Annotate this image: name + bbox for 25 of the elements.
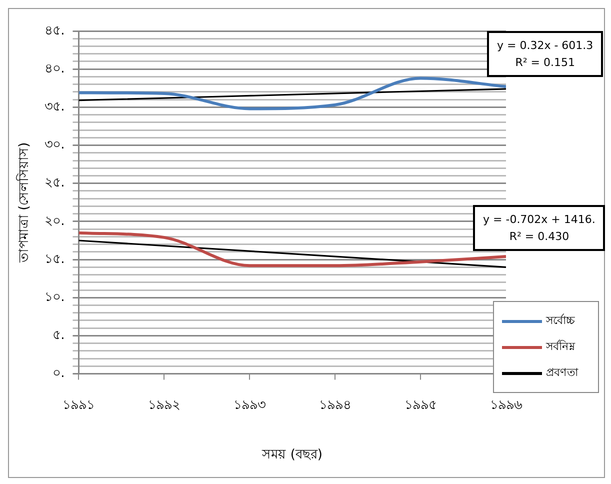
legend-label: সর্বোচ্চ	[546, 312, 575, 328]
y-tick-label: ৩০.	[44, 138, 65, 153]
x-axis-title: সময় (বছর)	[261, 448, 323, 463]
x-tick-label: ১৯৯৬	[490, 398, 523, 413]
y-axis-title: তাপমাত্রা (সেলসিয়াস)	[16, 142, 32, 264]
y-tick-label: ৫.	[52, 328, 65, 344]
y-tick-label: ৪৫.	[44, 23, 65, 38]
x-tick-label: ১৯৯১	[62, 398, 95, 413]
y-tick-label: ১৫.	[44, 252, 65, 267]
x-tick-label: ১৯৯২	[148, 398, 180, 413]
y-tick-label: ০.	[52, 366, 65, 382]
y-tick-label: ২০.	[44, 214, 65, 229]
y-tick-label: ৩৫.	[44, 100, 65, 115]
legend-label: প্রবণতা	[546, 364, 578, 380]
x-tick-label: ১৯৯৩	[234, 398, 266, 413]
x-tick-label: ১৯৯৪	[319, 398, 352, 413]
legend-label: সর্বনিম্ন	[546, 338, 575, 354]
annotation: y = -0.702x + 1416.	[483, 212, 596, 228]
text: R² = 0.430	[508, 229, 570, 245]
text: R² = 0.151	[514, 55, 576, 71]
y-tick-label: ২৫.	[44, 176, 65, 191]
y-tick-label: ৪০.	[44, 61, 65, 76]
x-tick-label: ১৯৯৫	[404, 398, 437, 413]
y-tick-label: ১০.	[44, 290, 65, 305]
annotation: y = 0.32x - 601.3	[497, 38, 594, 54]
